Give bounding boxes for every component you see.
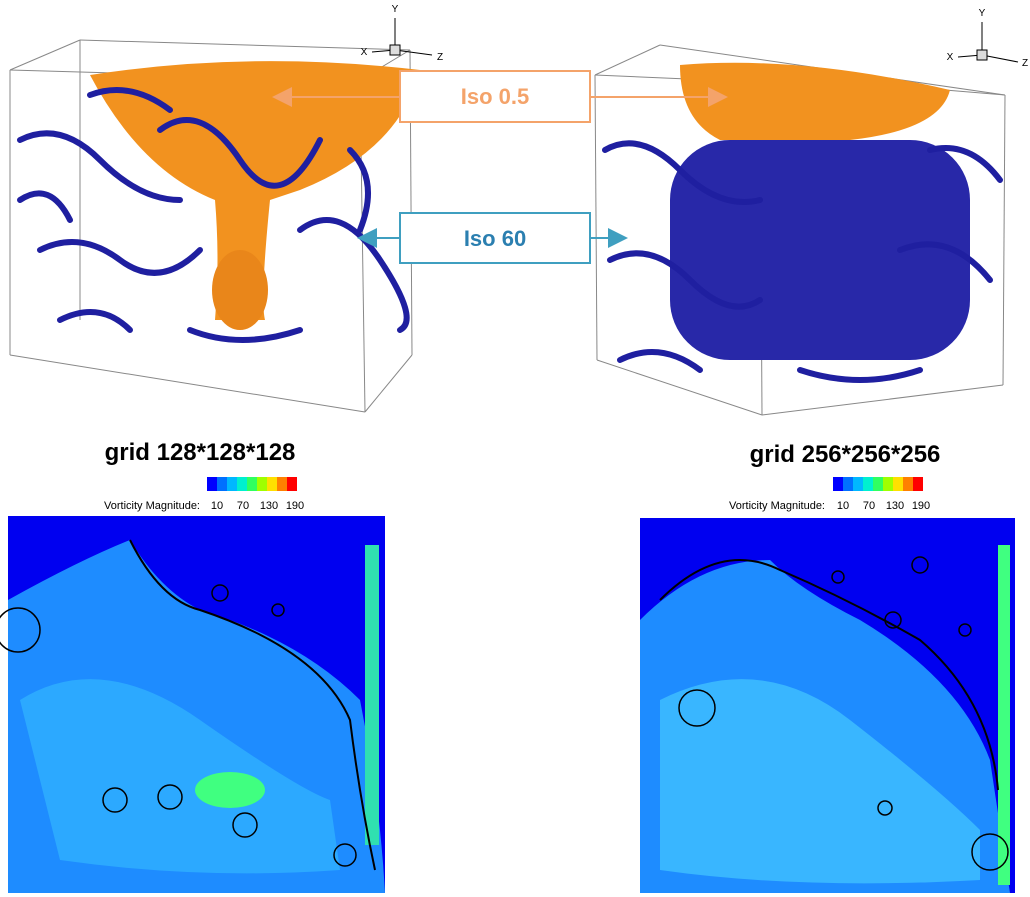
callout-label: Iso 60 <box>464 226 526 251</box>
axis-label-z: Z <box>437 52 443 63</box>
colorbar: 10 70 130 190 <box>833 477 930 512</box>
callout-box <box>399 212 591 264</box>
callout-label: Iso 0.5 <box>461 84 529 109</box>
callout-box <box>399 70 591 123</box>
colorbar-swatch <box>843 477 853 491</box>
colorbar: 10 70 130 190 <box>207 477 304 512</box>
colorbar-tick-label: 10 <box>211 500 223 512</box>
colorbar-swatch <box>237 477 247 491</box>
colorbar-swatch <box>267 477 277 491</box>
axis-label-z: Z <box>1022 58 1028 69</box>
colorbar-tick-label: 130 <box>260 500 278 512</box>
axis-label-y: Y <box>979 8 986 19</box>
colorbar-tick-label: 70 <box>237 500 249 512</box>
iso-surface-right <box>594 44 1006 416</box>
axis-label-y: Y <box>392 4 399 15</box>
colorbar-swatch <box>893 477 903 491</box>
colorbar-label: Vorticity Magnitude: <box>104 500 200 512</box>
colorbar-swatch <box>873 477 883 491</box>
axis-triad-right <box>957 22 1019 63</box>
colorbar-swatch <box>883 477 893 491</box>
colorbar-tick-label: 70 <box>863 500 875 512</box>
contour-plot-left <box>0 516 385 893</box>
colorbar-swatch <box>287 477 297 491</box>
caption: grid 128*128*128 <box>105 439 296 466</box>
colorbar-swatch <box>227 477 237 491</box>
axis-label-x: X <box>947 52 954 63</box>
colorbar-label: Vorticity Magnitude: <box>729 500 825 512</box>
colorbar-swatch <box>913 477 923 491</box>
colorbar-swatch <box>863 477 873 491</box>
colorbar-swatch <box>257 477 267 491</box>
colorbar-tick-label: 130 <box>886 500 904 512</box>
colorbar-swatch <box>833 477 843 491</box>
colorbar-swatch <box>903 477 913 491</box>
iso-surface-left <box>9 39 420 413</box>
colorbar-swatch <box>277 477 287 491</box>
axis-triad-left <box>371 18 433 56</box>
colorbar-tick-label: 10 <box>837 500 849 512</box>
contour-plot-right <box>640 518 1015 893</box>
axis-label-x: X <box>361 47 368 58</box>
colorbar-swatch <box>207 477 217 491</box>
colorbar-tick-label: 190 <box>912 500 930 512</box>
colorbar-swatch <box>217 477 227 491</box>
colorbar-swatch <box>247 477 257 491</box>
colorbar-swatch <box>853 477 863 491</box>
colorbar-tick-label: 190 <box>286 500 304 512</box>
caption: grid 256*256*256 <box>750 441 941 468</box>
